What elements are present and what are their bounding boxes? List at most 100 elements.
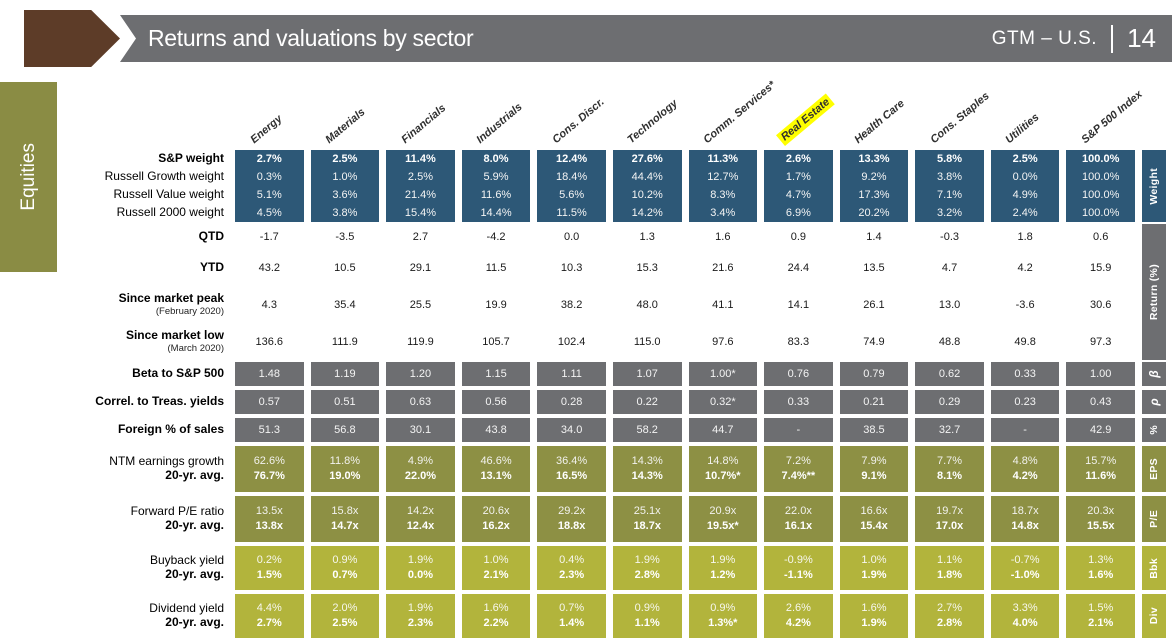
cell-weight-s-p-500-index: 100.0% — [1066, 150, 1135, 168]
cell-pe-cons-staples: 19.7x 17.0x — [915, 496, 984, 542]
cell-div-financials: 1.9% 2.3% — [386, 594, 455, 638]
sector-table: S&P weight 2.7% 2.5% 11.4% 8.0% 12.4% 27.6% 11.… — [60, 150, 1166, 642]
rail-label-bbk: Bbk — [1142, 546, 1166, 590]
cell-bbk-utilities: -0.7% -1.0% — [990, 546, 1060, 590]
cell-weight-health-care: 13.3% — [839, 150, 909, 168]
cell-return-industrials: 105.7 — [482, 335, 510, 348]
row-label-ytd: YTD — [200, 260, 224, 275]
section-beta: Beta to S&P 500 1.48 1.19 1.20 1.15 1.11 1.07 1… — [60, 362, 1166, 386]
cell-foreign-utilities: - — [990, 418, 1060, 442]
cell-div-health-care: 1.6% 1.9% — [839, 594, 909, 638]
cell-return-real-estate: 14.1 — [787, 298, 810, 311]
cell-div-industrials: 1.6% 2.2% — [461, 594, 531, 638]
cell-weight-health-care: 17.3% — [839, 186, 909, 204]
header-right: GTM – U.S. 14 — [992, 23, 1172, 54]
cell-return-technology: 48.0 — [636, 298, 658, 311]
row-label-beta-to-s-p-500: Beta to S&P 500 — [132, 366, 224, 381]
cell-bbk-s-p-500-index: 1.3% 1.6% — [1066, 546, 1135, 590]
cell-div-real-estate: 2.6% 4.2% — [764, 594, 833, 638]
cell-return-cons-discr: 102.4 — [557, 335, 586, 348]
cell-div-cons-discr: 0.7% 1.4% — [537, 594, 606, 638]
cell-eps-energy: 62.6% 76.7% — [235, 446, 304, 492]
row-label-since-market-peak: Since market peak (February 2020) — [118, 291, 224, 317]
row-label-forward-p-e-ratio: Forward P/E ratio 20-yr. avg. — [130, 504, 224, 532]
cell-return-utilities: 1.8 — [1017, 230, 1033, 243]
cell-return-health-care: 13.5 — [863, 261, 885, 274]
cell-foreign-energy: 51.3 — [235, 418, 304, 442]
column-header-health-care: Health Care — [852, 97, 908, 146]
cell-weight-s-p-500-index: 100.0% — [1066, 168, 1135, 186]
rail-label-eps: EPS — [1142, 446, 1166, 492]
cell-return-energy: -1.7 — [259, 230, 279, 243]
cell-return-financials: 2.7 — [412, 230, 429, 243]
column-header-utilities: Utilities — [1003, 111, 1042, 146]
cell-rho-industrials: 0.56 — [461, 390, 531, 414]
cell-return-s-p-500-index: 97.3 — [1089, 335, 1112, 348]
cell-weight-energy: 4.5% — [235, 204, 304, 222]
cell-eps-real-estate: 7.2% 7.4%** — [764, 446, 833, 492]
cell-weight-comm-services: 3.4% — [688, 204, 758, 222]
cell-weight-technology: 14.2% — [612, 204, 682, 222]
cell-beta-health-care: 0.79 — [839, 362, 909, 386]
rail-label-div: Div — [1142, 594, 1166, 638]
cell-foreign-health-care: 38.5 — [839, 418, 909, 442]
cell-return-s-p-500-index: 15.9 — [1089, 261, 1112, 274]
cell-bbk-industrials: 1.0% 2.1% — [461, 546, 531, 590]
rail-label-rho: ρ — [1142, 390, 1166, 414]
cell-weight-industrials: 11.6% — [461, 186, 531, 204]
cell-foreign-financials: 30.1 — [386, 418, 455, 442]
cell-bbk-cons-discr: 0.4% 2.3% — [537, 546, 606, 590]
cell-weight-technology: 10.2% — [612, 186, 682, 204]
column-header-real-estate: Real Estate — [775, 93, 835, 146]
cell-bbk-energy: 0.2% 1.5% — [235, 546, 304, 590]
cell-weight-energy: 2.7% — [235, 150, 304, 168]
cell-rho-financials: 0.63 — [386, 390, 455, 414]
cell-div-cons-staples: 2.7% 2.8% — [915, 594, 984, 638]
cell-pe-industrials: 20.6x 16.2x — [461, 496, 531, 542]
cell-weight-cons-discr: 11.5% — [537, 204, 606, 222]
rail-label-return: Return (%) — [1142, 224, 1166, 360]
cell-pe-technology: 25.1x 18.7x — [612, 496, 682, 542]
section-foreign: Foreign % of sales 51.3 56.8 30.1 43.8 34.0 58… — [60, 418, 1166, 442]
column-header-financials: Financials — [399, 102, 448, 146]
cell-weight-s-p-500-index: 100.0% — [1066, 186, 1135, 204]
cell-bbk-financials: 1.9% 0.0% — [386, 546, 455, 590]
cell-weight-industrials: 8.0% — [461, 150, 531, 168]
cell-weight-technology: 44.4% — [612, 168, 682, 186]
cell-return-real-estate: 0.9 — [790, 230, 807, 243]
cell-weight-materials: 1.0% — [310, 168, 380, 186]
cell-return-industrials: -4.2 — [486, 230, 506, 243]
cell-return-s-p-500-index: 30.6 — [1089, 298, 1112, 311]
cell-rho-comm-services: 0.32* — [688, 390, 758, 414]
cell-beta-cons-discr: 1.11 — [537, 362, 606, 386]
column-header-s-p-500-index: S&P 500 Index — [1079, 88, 1145, 146]
cell-weight-real-estate: 6.9% — [764, 204, 833, 222]
cell-foreign-materials: 56.8 — [310, 418, 380, 442]
cell-return-cons-discr: 10.3 — [560, 261, 583, 274]
row-label-buyback-yield: Buyback yield 20-yr. avg. — [149, 553, 224, 581]
cell-weight-financials: 11.4% — [386, 150, 455, 168]
cell-weight-health-care: 9.2% — [839, 168, 909, 186]
cell-beta-real-estate: 0.76 — [764, 362, 833, 386]
cell-foreign-cons-staples: 32.7 — [915, 418, 984, 442]
section-bbk: Buyback yield 20-yr. avg. 0.2% 1.5% 0.9% 0.7%… — [60, 546, 1166, 590]
cell-return-materials: 111.9 — [331, 335, 358, 348]
row-label-qtd: QTD — [198, 229, 224, 244]
section-rho: Correl. to Treas. yields 0.57 0.51 0.63 0.56… — [60, 390, 1166, 414]
cell-return-comm-services: 41.1 — [712, 298, 734, 311]
cell-weight-cons-discr: 12.4% — [537, 150, 606, 168]
row-label-russell-2000-weight: Russell 2000 weight — [116, 205, 224, 220]
cell-return-financials: 25.5 — [409, 298, 432, 311]
column-header-comm-services: Comm. Services* — [701, 79, 778, 146]
cell-foreign-technology: 58.2 — [612, 418, 682, 442]
cell-weight-utilities: 2.5% — [990, 150, 1060, 168]
cell-weight-materials: 3.6% — [310, 186, 380, 204]
cell-pe-financials: 14.2x 12.4x — [386, 496, 455, 542]
cell-return-real-estate: 24.4 — [787, 261, 810, 274]
cell-eps-industrials: 46.6% 13.1% — [461, 446, 531, 492]
cell-weight-real-estate: 2.6% — [764, 150, 833, 168]
cell-eps-comm-services: 14.8% 10.7%* — [688, 446, 758, 492]
page-title: Returns and valuations by sector — [148, 25, 474, 51]
cell-beta-materials: 1.19 — [310, 362, 380, 386]
cell-rho-utilities: 0.23 — [990, 390, 1060, 414]
